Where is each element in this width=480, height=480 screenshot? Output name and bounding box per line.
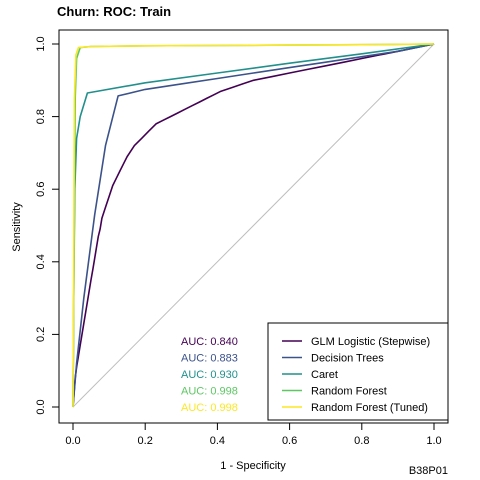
chart-title: Churn: ROC: Train [57, 4, 171, 19]
auc-label: AUC: 0.998 [181, 386, 238, 398]
legend-label: Random Forest [311, 386, 387, 398]
legend-box [267, 322, 449, 421]
x-axis: 0.0 0.2 0.4 0.6 0.8 1.0 [65, 423, 442, 447]
series-line-0 [72, 43, 435, 408]
reference-diagonal-line [72, 43, 435, 408]
auc-label: AUC: 0.930 [181, 369, 238, 381]
y-tick-label: 0.8 [35, 109, 47, 124]
y-axis: 0.0 0.2 0.4 0.6 0.8 1.0 [35, 36, 59, 415]
auc-label: AUC: 0.840 [181, 336, 238, 348]
series-line-1 [72, 43, 435, 408]
x-tick-label: 1.0 [426, 435, 441, 447]
x-tick-label: 0.4 [210, 435, 225, 447]
legend-label: Caret [311, 369, 338, 381]
plot-frame [58, 29, 449, 424]
corner-label: B38P01 [409, 465, 448, 477]
x-tick-label: 0.6 [282, 435, 297, 447]
x-tick-label: 0.8 [354, 435, 369, 447]
x-tick-label: 0.0 [65, 435, 80, 447]
series-line-4 [72, 43, 435, 408]
y-tick-label: 0.2 [35, 327, 47, 342]
legend: GLM Logistic (Stepwise) Decision Trees Car… [282, 336, 430, 414]
legend-label: Decision Trees [311, 353, 384, 365]
y-tick-label: 0.6 [35, 182, 47, 197]
x-axis-title: 1 - Specificity [220, 460, 286, 472]
legend-label: Random Forest (Tuned) [311, 402, 428, 414]
auc-label: AUC: 0.883 [181, 353, 238, 365]
y-tick-label: 0.0 [35, 399, 47, 414]
y-axis-title: Sensitivity [11, 202, 23, 252]
y-tick-label: 0.4 [35, 254, 47, 269]
auc-labels: AUC: 0.840 AUC: 0.883 AUC: 0.930 AUC: 0.998… [181, 336, 238, 414]
legend-label: GLM Logistic (Stepwise) [311, 336, 430, 348]
auc-label: AUC: 0.998 [181, 402, 238, 414]
series-lines [72, 43, 435, 408]
x-tick-label: 0.2 [138, 435, 153, 447]
y-tick-label: 1.0 [35, 36, 47, 51]
